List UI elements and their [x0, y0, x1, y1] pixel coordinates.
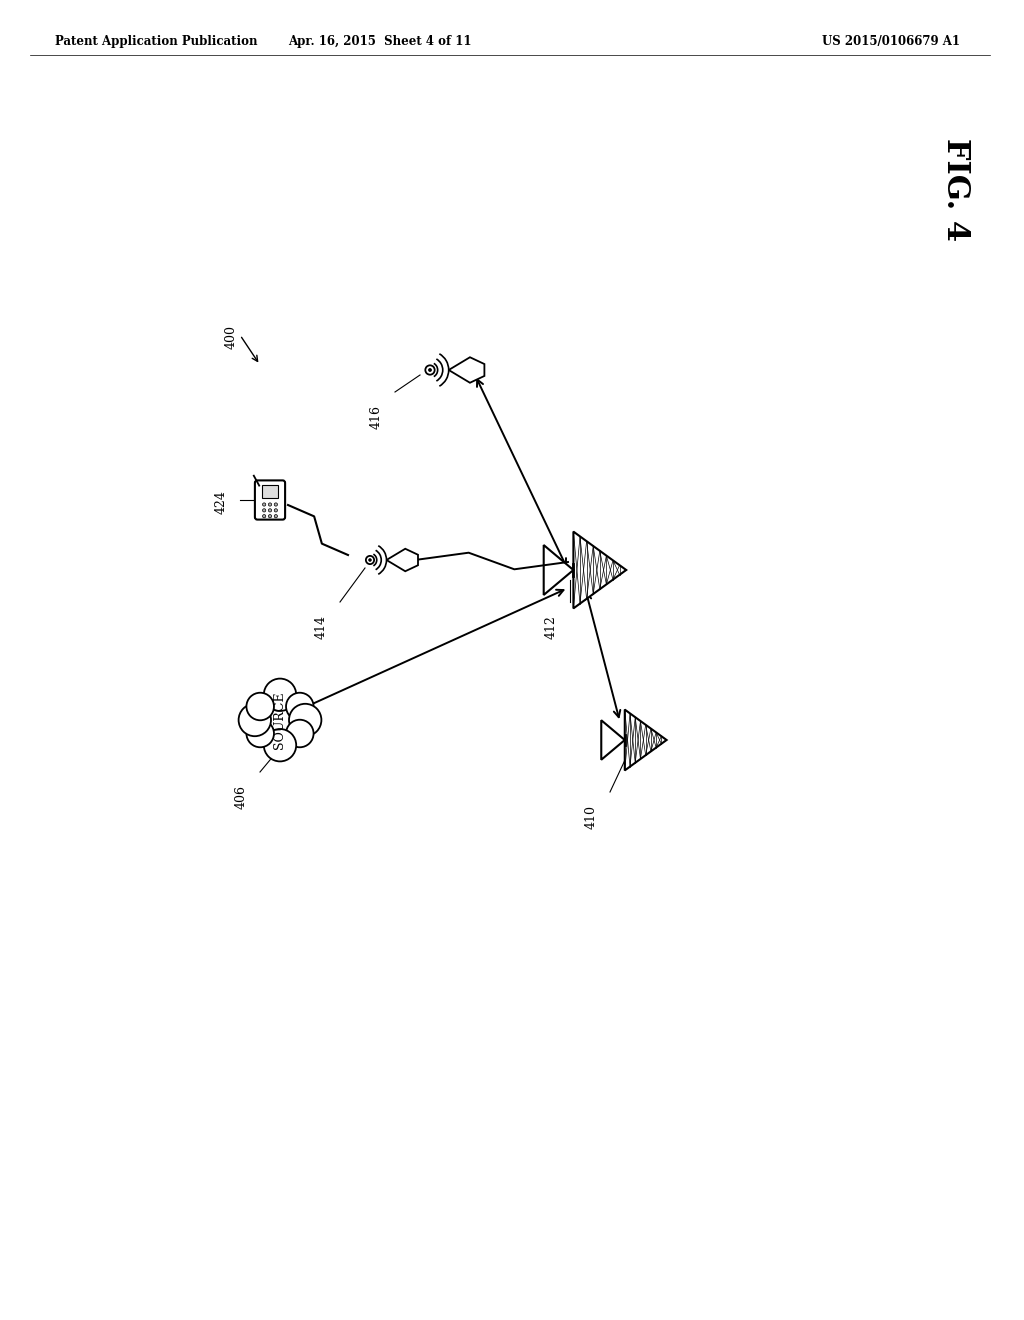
Circle shape [264, 678, 296, 711]
Polygon shape [449, 358, 484, 383]
Text: 400: 400 [225, 325, 238, 348]
Polygon shape [625, 710, 667, 771]
Text: US 2015/0106679 A1: US 2015/0106679 A1 [822, 36, 961, 48]
Circle shape [268, 515, 271, 517]
Circle shape [262, 508, 266, 512]
Circle shape [247, 719, 274, 747]
Circle shape [262, 702, 298, 738]
Text: 412: 412 [545, 615, 558, 639]
Text: 416: 416 [370, 405, 383, 429]
Text: Patent Application Publication: Patent Application Publication [55, 36, 257, 48]
Text: Apr. 16, 2015  Sheet 4 of 11: Apr. 16, 2015 Sheet 4 of 11 [288, 36, 472, 48]
Circle shape [268, 503, 271, 506]
Circle shape [286, 719, 313, 747]
Text: 410: 410 [585, 805, 598, 829]
Circle shape [262, 503, 266, 506]
Text: 406: 406 [234, 785, 248, 809]
Circle shape [268, 508, 271, 512]
Text: FIG. 4: FIG. 4 [939, 139, 971, 242]
Text: 414: 414 [315, 615, 328, 639]
Polygon shape [573, 532, 627, 609]
Text: SOURCE: SOURCE [273, 692, 287, 748]
Circle shape [239, 704, 271, 737]
Circle shape [264, 729, 296, 762]
Circle shape [262, 515, 266, 517]
Circle shape [289, 704, 322, 737]
Text: 424: 424 [215, 490, 228, 513]
Circle shape [369, 558, 372, 561]
Circle shape [274, 508, 278, 512]
Bar [262, 484, 279, 498]
Circle shape [428, 368, 431, 371]
Polygon shape [544, 545, 573, 595]
Circle shape [274, 515, 278, 517]
Circle shape [247, 693, 274, 721]
Circle shape [274, 503, 278, 506]
Polygon shape [386, 549, 418, 572]
Circle shape [286, 693, 313, 721]
Polygon shape [601, 721, 625, 760]
FancyBboxPatch shape [255, 480, 285, 520]
